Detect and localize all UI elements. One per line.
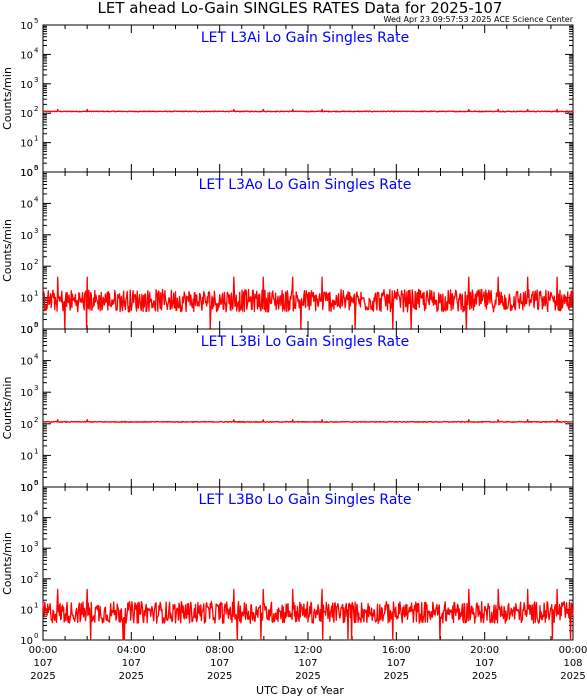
x-tick-year: 2025 xyxy=(472,671,497,682)
series-line xyxy=(42,276,574,330)
y-tick-label: 10 xyxy=(20,575,33,586)
x-axis-label: UTC Day of Year xyxy=(256,684,344,697)
x-tick-year: 2025 xyxy=(119,671,144,682)
x-tick-day: 107 xyxy=(298,658,317,669)
y-axis-label: Counts/min xyxy=(1,219,14,282)
y-tick-exponent: 0 xyxy=(34,632,38,640)
y-tick-exponent: 2 xyxy=(34,105,38,113)
x-tick-year: 2025 xyxy=(560,671,585,682)
x-tick-day: 107 xyxy=(387,658,406,669)
y-tick-label: 10 xyxy=(20,294,33,305)
y-tick-label: 10 xyxy=(20,420,33,431)
y-tick-exponent: 2 xyxy=(34,571,38,579)
y-tick-exponent: 0 xyxy=(34,321,38,329)
panel-title: LET L3Ai Lo Gain Singles Rate xyxy=(201,30,409,46)
y-tick-exponent: 1 xyxy=(34,290,38,298)
y-tick-exponent: 1 xyxy=(34,447,38,455)
y-tick-label: 10 xyxy=(20,168,33,179)
timestamp: Wed Apr 23 09:57:53 2025 ACE Science Cen… xyxy=(384,15,574,24)
series-line xyxy=(42,419,574,423)
y-tick-exponent: 0 xyxy=(34,479,38,487)
x-tick-time: 20:00 xyxy=(470,645,499,656)
y-tick-exponent: 5 xyxy=(34,321,38,329)
y-tick-exponent: 2 xyxy=(34,258,38,266)
x-axis: 00:00 107 2025 04:00 107 2025 08:00 107 2025 12:0… xyxy=(29,645,587,682)
y-tick-exponent: 3 xyxy=(34,384,38,392)
y-tick-label: 10 xyxy=(20,544,33,555)
y-tick-label: 10 xyxy=(20,21,33,32)
y-tick-exponent: 2 xyxy=(34,416,38,424)
y-tick-exponent: 5 xyxy=(34,479,38,487)
y-tick-label: 10 xyxy=(20,605,33,616)
x-tick-time: 00:00 xyxy=(559,645,587,656)
y-tick-exponent: 1 xyxy=(34,601,38,609)
y-tick-label: 10 xyxy=(20,325,33,336)
figure-title: LET ahead Lo-Gain SINGLES RATES Data for… xyxy=(98,0,503,17)
series-line xyxy=(42,108,574,113)
y-tick-exponent: 3 xyxy=(34,76,38,84)
y-tick-label: 10 xyxy=(20,262,33,273)
y-tick-label: 10 xyxy=(20,109,33,120)
series-line xyxy=(42,588,574,641)
y-tick-exponent: 4 xyxy=(34,46,39,54)
x-tick-time: 16:00 xyxy=(382,645,411,656)
x-tick-year: 2025 xyxy=(30,671,55,682)
y-axis-label: Counts/min xyxy=(1,67,14,130)
y-axis-label: Counts/min xyxy=(1,532,14,595)
y-tick-label: 10 xyxy=(20,325,33,336)
panel-title: LET L3Ao Lo Gain Singles Rate xyxy=(199,177,412,193)
y-tick-exponent: 4 xyxy=(34,353,39,361)
y-tick-label: 10 xyxy=(20,636,33,647)
y-tick-label: 10 xyxy=(20,388,33,399)
x-tick-day: 107 xyxy=(122,658,141,669)
y-tick-exponent: 0 xyxy=(34,164,38,172)
panel-title: LET L3Bi Lo Gain Singles Rate xyxy=(201,334,409,350)
y-tick-label: 10 xyxy=(20,483,33,494)
y-tick-exponent: 5 xyxy=(34,164,38,172)
x-tick-day: 107 xyxy=(210,658,229,669)
x-tick-year: 2025 xyxy=(295,671,320,682)
y-tick-label: 10 xyxy=(20,50,33,61)
x-tick-day: 107 xyxy=(33,658,52,669)
x-tick-time: 04:00 xyxy=(117,645,146,656)
panel-frame xyxy=(42,328,574,488)
y-tick-exponent: 3 xyxy=(34,540,38,548)
x-tick-day: 107 xyxy=(475,658,494,669)
y-tick-exponent: 3 xyxy=(34,227,38,235)
y-tick-label: 10 xyxy=(20,357,33,368)
y-tick-exponent: 4 xyxy=(34,195,39,203)
x-tick-day: 108 xyxy=(563,658,582,669)
y-tick-exponent: 4 xyxy=(34,510,39,518)
y-tick-label: 10 xyxy=(20,483,33,494)
y-tick-label: 10 xyxy=(20,139,33,150)
x-tick-time: 08:00 xyxy=(205,645,234,656)
x-tick-time: 12:00 xyxy=(294,645,323,656)
y-tick-label: 10 xyxy=(20,451,33,462)
y-tick-label: 10 xyxy=(20,231,33,242)
y-tick-exponent: 1 xyxy=(34,135,38,143)
y-tick-label: 10 xyxy=(20,199,33,210)
y-tick-label: 10 xyxy=(20,514,33,525)
y-tick-label: 10 xyxy=(20,80,33,91)
y-tick-exponent: 5 xyxy=(34,17,38,25)
panel-frame xyxy=(42,24,574,173)
y-axis-label: Counts/min xyxy=(1,377,14,440)
x-tick-year: 2025 xyxy=(384,671,409,682)
x-tick-year: 2025 xyxy=(207,671,232,682)
x-tick-time: 00:00 xyxy=(29,645,58,656)
y-tick-label: 10 xyxy=(20,168,33,179)
panel-title: LET L3Bo Lo Gain Singles Rate xyxy=(198,492,411,508)
